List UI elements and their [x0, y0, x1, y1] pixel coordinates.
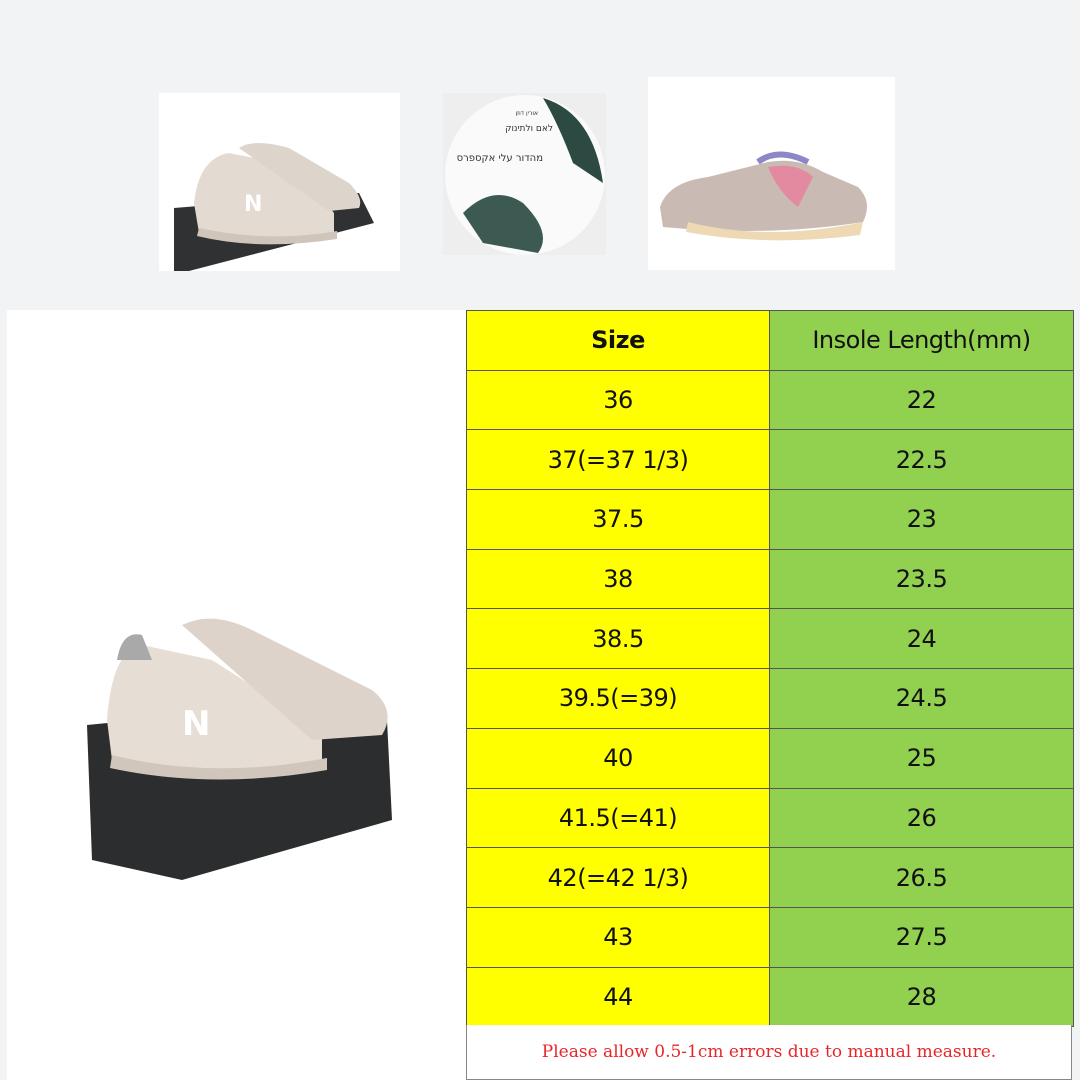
table-row: 42(=42 1/3) 26.5 — [466, 847, 1074, 908]
size-cell: 43 — [466, 906, 770, 968]
size-cell: 37(=37 1/3) — [466, 429, 770, 491]
size-cell: 39.5(=39) — [466, 668, 770, 729]
product-image-panel: N — [7, 310, 466, 1080]
sneaker-image: N — [174, 143, 374, 271]
insole-length-cell: 24.5 — [769, 668, 1074, 729]
insole-length-cell: 26.5 — [769, 847, 1074, 908]
disc-subtitle: מהדור עלי אקספרס — [457, 153, 543, 164]
sneaker-image — [660, 151, 867, 241]
header-insole-length: Insole Length(mm) — [769, 310, 1074, 371]
table-row: 44 28 — [466, 966, 1074, 1028]
thumbnail-pink-sneaker[interactable] — [648, 77, 895, 270]
table-row: 38 23.5 — [466, 548, 1074, 610]
thumbnail-disc-artwork[interactable]: אורין דוזן לאם ולתינוק מהדור עלי אקספרס — [443, 93, 606, 255]
insole-length-cell: 27.5 — [769, 906, 1074, 968]
size-cell: 42(=42 1/3) — [466, 847, 770, 908]
insole-length-cell: 22 — [769, 369, 1074, 431]
disc-title: לאם ולתינוק — [505, 124, 553, 134]
size-cell: 38.5 — [466, 608, 770, 670]
insole-length-cell: 28 — [769, 966, 1074, 1028]
size-cell: 40 — [466, 727, 770, 789]
table-header-row: Size Insole Length(mm) — [466, 310, 1074, 371]
size-cell: 37.5 — [466, 489, 770, 550]
table-row: 37(=37 1/3) 22.5 — [466, 429, 1074, 491]
svg-text:N: N — [244, 192, 262, 217]
size-cell: 44 — [466, 966, 770, 1028]
table-row: 38.5 24 — [466, 608, 1074, 670]
measurement-note: Please allow 0.5-1cm errors due to manua… — [466, 1025, 1072, 1080]
table-row: 43 27.5 — [466, 906, 1074, 968]
disc-author: אורין דוזן — [515, 110, 538, 117]
insole-length-cell: 24 — [769, 608, 1074, 670]
size-chart-table: Size Insole Length(mm) 36 22 37(=37 1/3) 22… — [466, 310, 1074, 1028]
svg-text:N: N — [182, 704, 210, 744]
size-cell: 36 — [466, 369, 770, 431]
disc-image: אורין דוזן לאם ולתינוק מהדור עלי אקספרס — [445, 95, 605, 255]
table-row: 40 25 — [466, 727, 1074, 789]
insole-length-cell: 26 — [769, 787, 1074, 849]
thumbnail-beige-sneaker[interactable]: N — [159, 93, 400, 271]
insole-length-cell: 22.5 — [769, 429, 1074, 491]
table-row: 37.5 23 — [466, 489, 1074, 550]
size-cell: 38 — [466, 548, 770, 610]
size-cell: 41.5(=41) — [466, 787, 770, 849]
insole-length-cell: 23.5 — [769, 548, 1074, 610]
table-row: 41.5(=41) 26 — [466, 787, 1074, 849]
table-row: 39.5(=39) 24.5 — [466, 668, 1074, 729]
table-row: 36 22 — [466, 369, 1074, 431]
insole-length-cell: 25 — [769, 727, 1074, 789]
insole-length-cell: 23 — [769, 489, 1074, 550]
header-size: Size — [466, 310, 770, 371]
main-sneaker-image: N — [87, 618, 392, 880]
